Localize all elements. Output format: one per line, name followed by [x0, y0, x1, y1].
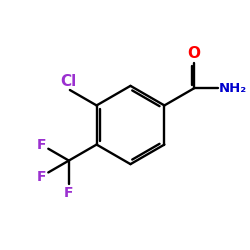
Text: F: F: [64, 186, 74, 200]
Text: F: F: [36, 170, 46, 183]
Text: O: O: [188, 46, 201, 62]
Text: NH₂: NH₂: [219, 82, 247, 95]
Text: Cl: Cl: [60, 74, 76, 89]
Text: F: F: [36, 138, 46, 151]
